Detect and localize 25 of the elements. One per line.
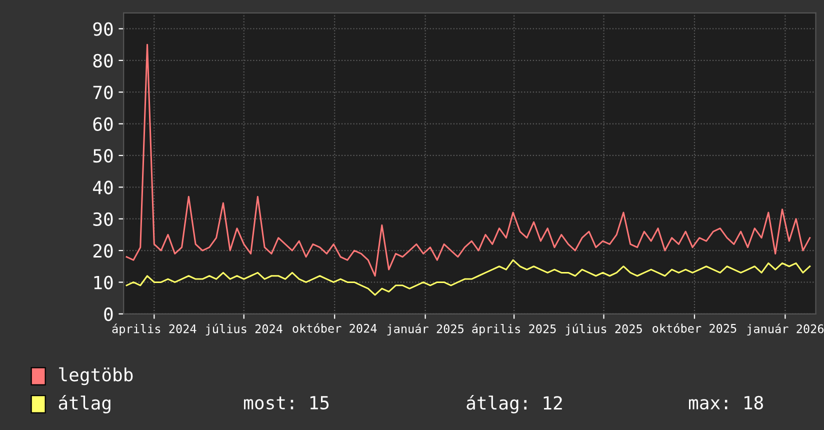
y-tick-label: 20 bbox=[93, 244, 113, 258]
y-tick-label: 80 bbox=[93, 54, 113, 68]
text: most: 15 bbox=[244, 396, 329, 410]
y-tick-label: 0 bbox=[104, 307, 113, 322]
x-tick-label: október 2024 bbox=[292, 323, 377, 333]
y-tick-label: 50 bbox=[93, 148, 113, 163]
x-tick-label: január 2025 bbox=[387, 324, 464, 336]
text: max: 18 bbox=[689, 396, 763, 410]
y-tick-label: 90 bbox=[93, 22, 113, 36]
x-tick-label: január 2026 bbox=[747, 324, 824, 336]
x-tick-label: október 2025 bbox=[652, 323, 736, 333]
line-series bbox=[126, 44, 811, 277]
text: átlag: 12 bbox=[466, 395, 562, 414]
x-tick-label: április 2024 bbox=[112, 324, 196, 336]
y-tick-label: 10 bbox=[94, 276, 113, 290]
y-tick-label: 60 bbox=[93, 117, 113, 131]
x-tick-label: július 2024 bbox=[206, 324, 282, 336]
line-series bbox=[126, 259, 811, 296]
legend-label: átlag bbox=[58, 395, 110, 414]
y-tick-label: 30 bbox=[93, 212, 113, 226]
legend-label: legtöbb bbox=[59, 367, 133, 386]
y-tick-label: 70 bbox=[93, 86, 113, 100]
x-tick-label: július 2025 bbox=[566, 324, 642, 336]
x-tick-label: április 2025 bbox=[472, 324, 556, 336]
y-tick-label: 40 bbox=[93, 180, 113, 194]
